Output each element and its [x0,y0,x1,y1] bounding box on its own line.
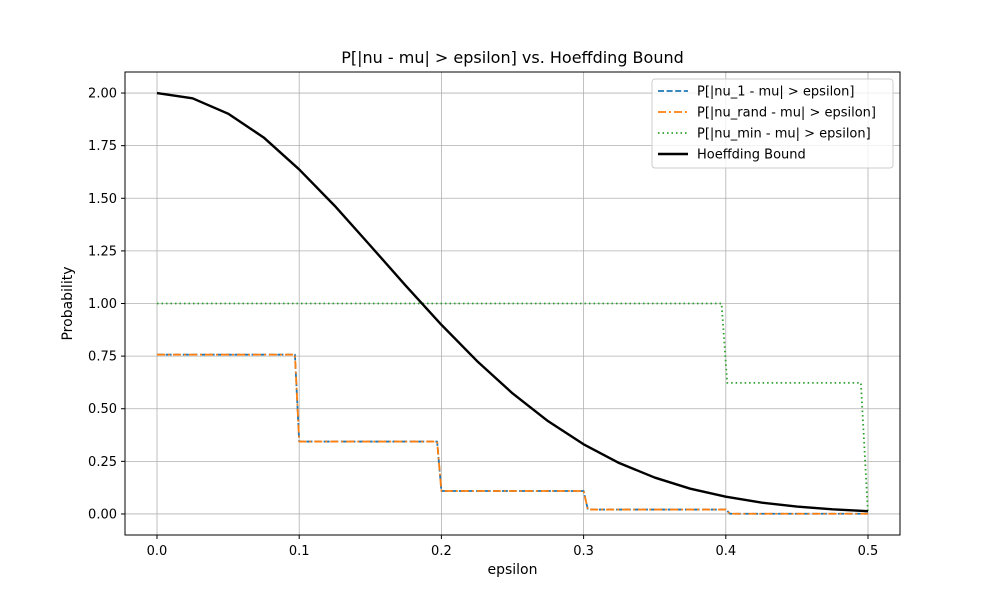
plot-lines [156,91,869,515]
legend-label: P[|nu_rand - mu| > epsilon] [697,106,876,121]
legend-label: P[|nu_min - mu| > epsilon] [697,127,871,142]
legend-label: Hoeffding Bound [697,148,806,163]
x-tick-label: 0.5 [858,544,879,559]
legend-box [651,78,894,169]
y-tick-label: 0.25 [88,455,117,470]
legend: P[|nu_1 - mu| > epsilon] P[|nu_rand - mu|… [651,78,894,169]
y-tick-label: 1.75 [88,139,117,154]
series-line-3 [156,91,869,513]
x-axis-ticks: 0.0 0.1 0.2 0.3 0.4 0.5 [147,535,879,559]
y-axis-ticks: 0.00 0.25 0.50 0.75 1.00 1.25 1.50 1.75 2.00 [88,87,125,522]
legend-label: P[|nu_1 - mu| > epsilon] [697,85,854,100]
y-axis-label: Probability [60,266,76,340]
y-tick-label: 1.50 [88,192,117,207]
y-tick-label: 1.25 [88,244,117,259]
x-tick-label: 0.1 [289,544,310,559]
y-tick-label: 0.75 [88,350,117,365]
x-tick-label: 0.2 [431,544,452,559]
series-line-2 [157,302,869,514]
x-tick-label: 0.3 [573,544,594,559]
x-tick-label: 0.4 [715,544,736,559]
series-line-1 [157,353,868,515]
x-axis-label: epsilon [487,562,537,578]
y-tick-label: 1.00 [88,297,117,312]
x-tick-label: 0.0 [147,544,168,559]
y-tick-label: 0.50 [88,402,117,417]
y-tick-label: 2.00 [88,87,117,102]
chart-title: P[|nu - mu| > epsilon] vs. Hoeffding Bou… [341,48,684,67]
y-tick-label: 0.00 [88,507,117,522]
